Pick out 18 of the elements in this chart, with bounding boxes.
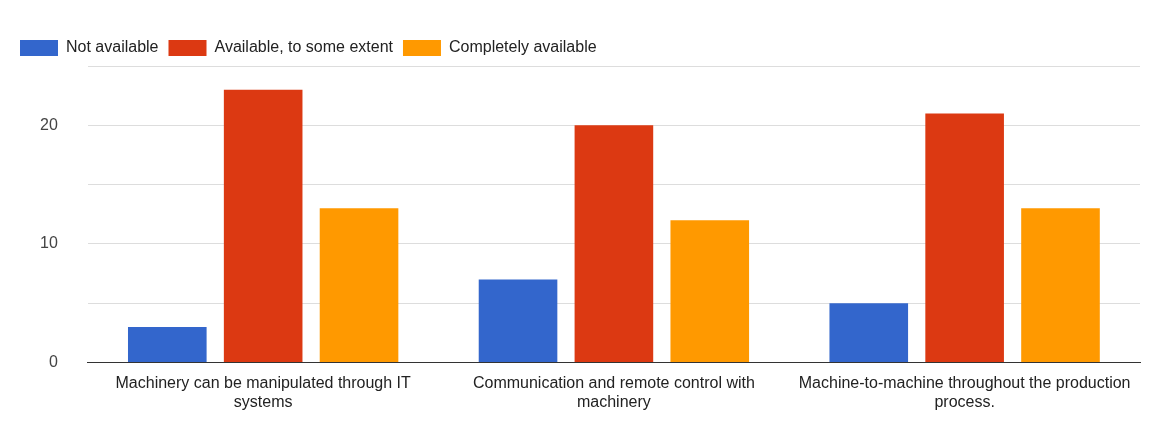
bar — [1021, 208, 1100, 363]
x-tick-label: Machine-to-machine throughout the production process. — [798, 373, 1131, 410]
y-tick-label: 20 — [40, 115, 58, 133]
bar — [127, 327, 207, 363]
legend-label: Completely available — [448, 38, 597, 56]
bar — [670, 220, 750, 363]
x-tick-label: Machinery can be manipulated through IT systems — [115, 373, 412, 410]
bar — [925, 113, 1004, 363]
bar — [478, 279, 558, 363]
y-tick-label: 0 — [48, 353, 58, 371]
bar — [319, 208, 399, 363]
legend-label: Not available — [66, 38, 159, 56]
bar — [574, 125, 654, 363]
x-tick-label: Communication and remote control with machinery — [472, 373, 755, 410]
y-tick-label: 10 — [40, 234, 58, 252]
legend-label: Available, to some extent — [214, 38, 394, 56]
bar — [829, 303, 909, 363]
bar — [223, 89, 303, 363]
